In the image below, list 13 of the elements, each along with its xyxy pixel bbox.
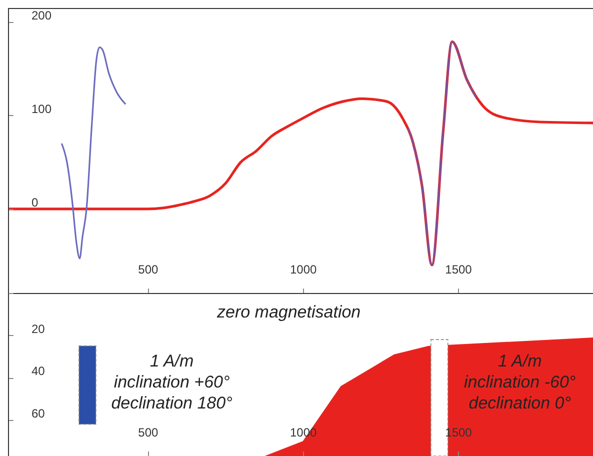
x-tick-label: 1500	[445, 262, 472, 276]
x-tick-label: 500	[138, 426, 158, 440]
x-tick-label: 500	[138, 262, 158, 276]
x-tick-label: 1000	[290, 262, 317, 276]
y-tick-label: 20	[32, 322, 46, 336]
annotation: 1 A/m inclination +60° declination 180°	[111, 351, 233, 412]
y-tick-label: 100	[32, 102, 52, 116]
y-tick-label: 0	[32, 195, 38, 210]
annotation: 1 A/m inclination -60° declination 0°	[464, 351, 576, 412]
y-tick-label: 40	[32, 364, 46, 378]
y-tick-label: 60	[32, 406, 46, 421]
annotation: zero magnetisation	[216, 302, 361, 322]
y-tick-label: 200	[32, 8, 52, 23]
